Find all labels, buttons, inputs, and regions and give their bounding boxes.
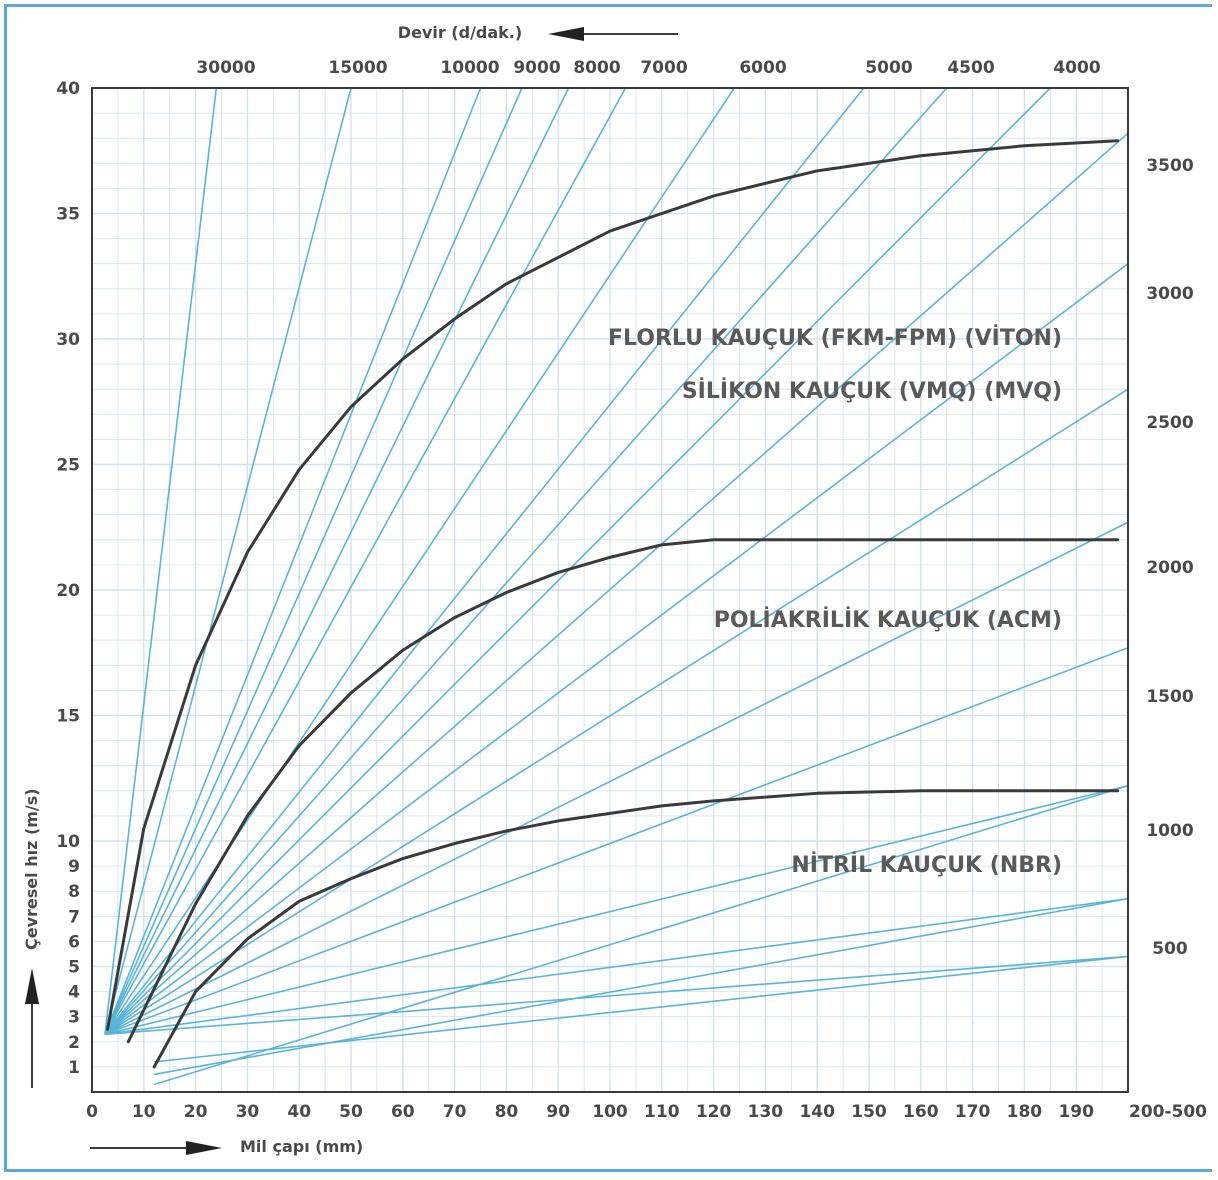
image-frame	[4, 4, 1212, 1172]
x-tick-label: 80	[495, 1102, 519, 1122]
rpm-lines	[104, 87, 1129, 1086]
y-tick-label: 5	[68, 958, 80, 978]
rpm-line	[104, 87, 523, 1035]
rpm-right-label: 2500	[1146, 413, 1193, 433]
x-tick-label: 140	[799, 1102, 835, 1122]
arrow-left-icon	[548, 27, 678, 41]
rpm-top-label: 10000	[440, 58, 499, 78]
rpm-top-label: 5000	[865, 58, 912, 78]
rpm-right-label: 1000	[1146, 821, 1193, 841]
rpm-line	[153, 785, 1129, 1086]
rpm-line	[104, 955, 1129, 1036]
y-tick-label: 6	[68, 932, 80, 952]
y-tick-label: 4	[68, 983, 80, 1003]
rpm-line	[154, 897, 1129, 1076]
x-tick-label: 60	[391, 1102, 415, 1122]
x-tick-label: 40	[287, 1102, 311, 1122]
x-tick-label: 0	[86, 1102, 98, 1122]
curve-3	[152, 789, 1120, 1069]
rpm-top-label: 4000	[1053, 58, 1100, 78]
rpm-line	[104, 87, 218, 1035]
rpm-line	[104, 87, 735, 1035]
x-tick-label: 180	[1007, 1102, 1043, 1122]
rpm-right-label: 2000	[1146, 558, 1193, 578]
x-tick-label: 90	[546, 1102, 570, 1122]
curve-label-nbr: NİTRİL KAUÇUK (NBR)	[791, 852, 1062, 878]
x-tick-label: 190	[1058, 1102, 1094, 1122]
y-tick-label: 3	[68, 1008, 80, 1028]
rpm-line	[104, 521, 1129, 1035]
x-tick-label: 150	[851, 1102, 887, 1122]
x-tick-label: 100	[592, 1102, 628, 1122]
rpm-line	[104, 87, 865, 1035]
y-tick-label: 10	[56, 832, 80, 852]
rpm-line	[104, 785, 1129, 1036]
y-tick-label: 35	[56, 205, 80, 225]
y-tick-label: 25	[56, 456, 80, 476]
x-tick-label: 20	[184, 1102, 208, 1122]
rpm-line	[104, 388, 1129, 1035]
rpm-top-label: 6000	[739, 58, 786, 78]
y-tick-label: 9	[68, 857, 80, 877]
curve-label-fkm: FLORLU KAUÇUK (FKM-FPM) (VİTON)	[608, 325, 1062, 351]
rpm-line	[154, 955, 1129, 1063]
x-tick-label: 170	[955, 1102, 991, 1122]
x-tick-label: 30	[236, 1102, 260, 1122]
rpm-line	[104, 646, 1129, 1036]
arrow-up-icon	[25, 968, 39, 1088]
rpm-line	[104, 263, 1129, 1035]
rpm-right-label: 3000	[1146, 284, 1193, 304]
y-tick-label: 7	[68, 907, 80, 927]
x-tick-label: 70	[443, 1102, 467, 1122]
rpm-line	[104, 87, 352, 1035]
rpm-line	[104, 87, 948, 1035]
tick-labels: 0 10 20 30 40 50 60 70 80 90 100 110 120 130 140 150 160…	[56, 58, 1207, 1122]
rpm-right-label: 500	[1152, 939, 1188, 959]
x-tick-label: 110	[644, 1102, 680, 1122]
rpm-line	[104, 897, 1129, 1036]
x-tick-label: 50	[339, 1102, 363, 1122]
y-tick-label: 8	[68, 882, 80, 902]
x-tick-label: 160	[903, 1102, 939, 1122]
y-tick-label: 15	[56, 707, 80, 727]
grid	[91, 87, 1129, 1093]
rpm-right-label: 1500	[1146, 687, 1193, 707]
plot-frame	[91, 87, 1129, 1093]
x-tick-label: 120	[696, 1102, 732, 1122]
x-tick-label: 10	[132, 1102, 156, 1122]
x-tick-label: 130	[748, 1102, 784, 1122]
rpm-top-label: 7000	[640, 58, 687, 78]
x-tick-label: 200-500	[1129, 1102, 1207, 1122]
y-axis-title: Çevresel hız (m/s)	[22, 788, 41, 950]
rpm-top-label: 15000	[328, 58, 387, 78]
curve-label-vmq: SİLİKON KAUÇUK (VMQ) (MVQ)	[682, 378, 1062, 404]
material-curves	[106, 139, 1120, 1069]
curve-2	[126, 538, 1120, 1044]
x-axis-title: Mil çapı (mm)	[240, 1137, 363, 1156]
rpm-line	[104, 87, 627, 1035]
y-tick-label: 20	[56, 581, 80, 601]
rpm-line	[104, 87, 1051, 1035]
arrow-right-icon	[90, 1141, 222, 1155]
rpm-right-label: 3500	[1146, 156, 1193, 176]
y-tick-label: 2	[68, 1033, 80, 1053]
curve-0	[106, 139, 1120, 1031]
y-tick-label: 40	[56, 79, 80, 99]
top-axis-title: Devir (d/dak.)	[398, 23, 522, 42]
rpm-line	[104, 132, 1129, 1035]
rpm-top-label: 9000	[513, 58, 560, 78]
y-tick-label: 1	[68, 1058, 80, 1078]
y-tick-label: 30	[56, 330, 80, 350]
curve-label-acm: POLİAKRİLİK KAUÇUK (ACM)	[714, 607, 1062, 633]
rpm-top-label: 8000	[573, 58, 620, 78]
rpm-top-label: 30000	[196, 58, 255, 78]
rpm-line	[104, 87, 570, 1035]
rpm-top-label: 4500	[947, 58, 994, 78]
rpm-line	[104, 87, 482, 1035]
